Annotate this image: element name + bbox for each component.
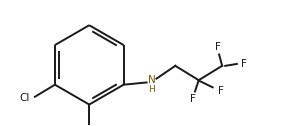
Text: F: F <box>190 94 196 104</box>
Text: N: N <box>148 75 156 85</box>
Text: F: F <box>218 86 224 96</box>
Text: F: F <box>215 42 221 52</box>
Text: F: F <box>241 59 247 69</box>
Text: Cl: Cl <box>20 93 30 103</box>
Text: H: H <box>149 86 155 94</box>
